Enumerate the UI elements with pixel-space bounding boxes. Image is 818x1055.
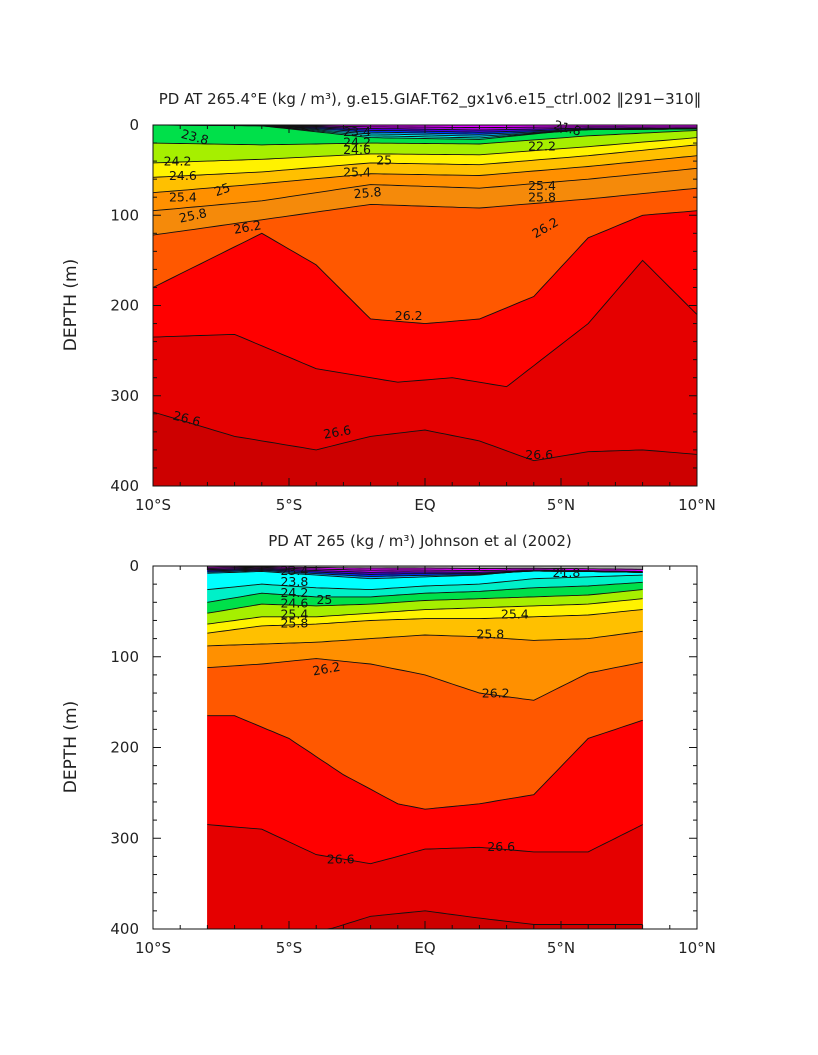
y-tick-label: 100 [110, 648, 139, 666]
contour-lines [207, 566, 643, 929]
contour-label: 25.4 [343, 164, 371, 179]
contour-label: 22.2 [528, 138, 556, 153]
x-tick-label: 10°S [135, 496, 171, 514]
y-tick-label: 200 [110, 297, 139, 315]
x-tick-label: 10°N [678, 496, 716, 514]
contour-line [207, 581, 643, 603]
x-tick-label: 5°S [276, 939, 303, 957]
contour-line [153, 411, 697, 462]
x-tick-label: 5°S [276, 496, 303, 514]
contour-label: 24.6 [280, 596, 308, 611]
contour-line [207, 910, 643, 929]
contour-line [207, 589, 643, 614]
contour-label: 25.4 [528, 178, 556, 193]
contour-line [153, 144, 697, 178]
contour-label: 25.8 [178, 205, 208, 225]
y-tick-label: 300 [110, 387, 139, 405]
contour-labels: 23.423.824.224.6 2525.425.821.825.425.826… [280, 563, 580, 867]
contour-line [207, 715, 643, 810]
contour-label: 25.4 [280, 607, 308, 622]
contour-fills [207, 566, 643, 929]
contour-label: 21.8 [552, 117, 583, 139]
contour-label: 26.6 [525, 447, 553, 462]
contour-label: 25.4 [169, 190, 197, 205]
contour-line [153, 137, 697, 164]
x-tick-label: 5°N [547, 496, 575, 514]
y-axis-label: DEPTH (m) [61, 259, 81, 351]
contour-line [153, 187, 697, 236]
y-tick-label: 400 [110, 920, 139, 938]
contour-line [207, 630, 643, 647]
axes: 10°S 5°S EQ 5°N 10°N 0 100 200 300 400 [110, 116, 716, 514]
contour-line [207, 598, 643, 625]
contour-label: 21.8 [552, 565, 580, 580]
y-tick-label: 200 [110, 739, 139, 757]
contour-label: 25.8 [476, 627, 504, 642]
y-tick-label: 300 [110, 829, 139, 847]
contour-label: 26.2 [482, 686, 510, 701]
contour-labels: 21.823.423.8 24.224.224.624.6252525.425.4… [164, 117, 583, 462]
contour-label: 26.6 [171, 408, 202, 430]
x-tick-label: 10°N [678, 939, 716, 957]
y-axis-label: DEPTH (m) [61, 701, 81, 793]
contour-line [207, 824, 643, 865]
y-tick-label: 400 [110, 477, 139, 495]
contour-label: 26.6 [322, 422, 352, 442]
contour-label: 25 [212, 180, 232, 200]
contour-label: 25.8 [280, 616, 308, 631]
x-tick-label: EQ [414, 939, 435, 957]
contour-label: 24.6 [343, 142, 371, 157]
y-tick-label: 0 [129, 557, 139, 575]
contour-line [153, 210, 697, 325]
x-tick-label: 10°S [135, 939, 171, 957]
contour-label: 25.8 [353, 184, 382, 201]
contour-label: 23.8 [180, 126, 211, 148]
contour-label: 25.4 [501, 607, 529, 622]
contour-line [153, 259, 697, 388]
panel-model: PD AT 265.4°E (kg / m³), g.e15.GIAF.T62_… [61, 90, 716, 514]
panel-observations: PD AT 265 (kg / m³) Johnson et al (2002)… [61, 532, 716, 957]
contour-label: 23.4 [280, 563, 308, 578]
plot-area: 23.423.824.224.6 2525.425.821.825.425.826… [207, 563, 643, 929]
contour-line [207, 570, 643, 580]
contour-fills [153, 125, 697, 486]
contour-label: 24.6 [169, 168, 197, 183]
contour-label: 26.6 [327, 852, 355, 867]
contour-label: 26.2 [395, 308, 423, 323]
panel-title: PD AT 265.4°E (kg / m³), g.e15.GIAF.T62_… [159, 90, 702, 109]
x-tick-label: 5°N [547, 939, 575, 957]
contour-label: 23.4 [343, 124, 371, 139]
contour-line [207, 658, 643, 701]
axes: 10°S 5°S EQ 5°N 10°N 0 100 200 300 400 [110, 557, 716, 957]
plot-area: 21.823.423.8 24.224.224.624.6252525.425.4… [153, 117, 697, 486]
x-tick-label: EQ [414, 496, 435, 514]
contour-line [153, 167, 697, 212]
contour-label: 26.2 [311, 659, 341, 679]
contour-line [153, 129, 697, 146]
contour-label: 25.8 [528, 190, 556, 205]
panel-title: PD AT 265 (kg / m³) Johnson et al (2002) [268, 532, 571, 550]
contour-label: 24.2 [280, 585, 308, 600]
contour-line [153, 155, 697, 194]
contour-label: 26.6 [487, 839, 515, 854]
contour-label: 23.8 [280, 574, 308, 589]
contour-line [207, 574, 643, 591]
contour-label: 26.2 [232, 217, 262, 237]
contour-line [153, 125, 697, 140]
y-tick-label: 0 [129, 116, 139, 134]
contour-line [207, 609, 643, 634]
contour-label: 25 [316, 592, 332, 607]
contour-label: 25 [376, 153, 392, 168]
y-tick-label: 100 [110, 206, 139, 224]
contour-label: 24.2 [164, 154, 192, 169]
contour-label: 24.2 [343, 135, 371, 150]
